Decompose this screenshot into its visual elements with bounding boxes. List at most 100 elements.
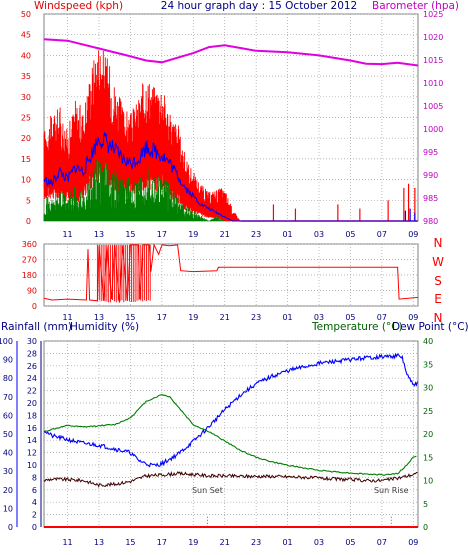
barometer-y-tick-label: 1005 [423, 102, 443, 111]
wind-series-line [43, 154, 226, 221]
temperature-x-tick-label: 11 [62, 538, 72, 547]
barometer-y-tick-label: 990 [423, 171, 438, 180]
rainfall-y-tick-label: 6 [32, 486, 37, 495]
wind-x-tick-label: 05 [345, 230, 355, 239]
rainfall-y-tick-label: 30 [27, 337, 37, 346]
rainfall-y-tick-label: 22 [27, 387, 37, 396]
temperature-x-tick-label: 17 [157, 538, 167, 547]
wind-axis-title: Windspeed (kph) [34, 0, 123, 12]
humidity-y-tick-label: 30 [3, 467, 13, 476]
rainfall-y-tick-label: 2 [32, 511, 37, 520]
wind-x-tick-label: 17 [157, 230, 167, 239]
wind-y-tick-label: 30 [21, 93, 31, 102]
direction-variation-line [96, 244, 151, 303]
humidity-y-tick-label: 100 [0, 337, 13, 346]
direction-x-tick-label: 01 [282, 313, 292, 322]
direction-x-tick-label: 21 [220, 313, 230, 322]
wind-y-tick-label: 5 [26, 196, 31, 205]
humidity-y-tick-label: 50 [3, 430, 13, 439]
wind-x-tick-label: 09 [408, 230, 418, 239]
barometer-axis-title: Barometer (hpa) [372, 0, 459, 12]
rainfall-y-tick-label: 26 [27, 362, 37, 371]
wind-y-tick-label: 35 [21, 72, 31, 81]
temperature-x-tick-label: 09 [408, 538, 418, 547]
rainfall-y-tick-label: 8 [32, 473, 37, 482]
temperature-plot-area [43, 340, 419, 528]
direction-x-tick-label: 11 [62, 313, 72, 322]
direction-x-tick-label: 17 [157, 313, 167, 322]
direction-series-line [43, 243, 419, 303]
humidity-series-line [43, 352, 418, 468]
wind-x-tick-label: 11 [62, 230, 72, 239]
humidity-y-tick-label: 90 [3, 356, 13, 365]
compass-label: N [434, 236, 443, 250]
temperature-x-tick-label: 21 [220, 538, 230, 547]
temperature-x-tick-label: 05 [345, 538, 355, 547]
wind-x-tick-label: 21 [220, 230, 230, 239]
temperature-x-tick-label: 19 [188, 538, 198, 547]
humidity-y-tick-label: 0 [8, 523, 13, 532]
barometer-y-tick-label: 1015 [423, 56, 443, 65]
rainfall-y-tick-label: 14 [27, 436, 37, 445]
wind-x-tick-label: 19 [188, 230, 198, 239]
temperature-y-tick-label: 10 [423, 477, 433, 486]
barometer-y-tick-label: 995 [423, 148, 438, 157]
sun-event-label: Sun Set [192, 486, 223, 495]
temperature-x-tick-label: 13 [94, 538, 104, 547]
wind-y-tick-label: 15 [21, 155, 31, 164]
direction-x-tick-label: 23 [251, 313, 261, 322]
wind-x-tick-label: 23 [251, 230, 261, 239]
compass-label: W [432, 255, 444, 269]
barometer-y-tick-label: 1025 [423, 10, 443, 19]
rainfall-y-tick-label: 18 [27, 411, 37, 420]
average-wind-series-line [43, 131, 418, 222]
direction-y-tick-label: 90 [27, 287, 37, 296]
compass-label: S [434, 274, 442, 288]
wind-x-tick-label: 03 [314, 230, 324, 239]
direction-y-tick-label: 270 [22, 256, 37, 265]
rainfall-y-tick-label: 0 [32, 523, 37, 532]
humidity-y-tick-label: 70 [3, 393, 13, 402]
rainfall-y-tick-label: 28 [27, 349, 37, 358]
compass-label: N [434, 311, 443, 325]
dewpoint-series-line [43, 470, 418, 488]
rainfall-y-tick-label: 24 [27, 374, 37, 383]
direction-y-tick-label: 180 [22, 271, 37, 280]
rainfall-y-tick-label: 4 [32, 498, 37, 507]
wind-x-tick-label: 01 [282, 230, 292, 239]
direction-x-tick-label: 15 [125, 313, 135, 322]
temperature-y-tick-label: 25 [423, 407, 433, 416]
barometer-y-tick-label: 1010 [423, 79, 443, 88]
temperature-x-tick-label: 23 [251, 538, 261, 547]
barometer-series-line [43, 38, 419, 67]
temperature-x-tick-label: 07 [377, 538, 387, 547]
wind-x-tick-label: 15 [125, 230, 135, 239]
temperature-y-tick-label: 15 [423, 453, 433, 462]
direction-x-tick-label: 09 [408, 313, 418, 322]
gust-series-line [43, 50, 241, 221]
temperature-x-tick-label: 01 [282, 538, 292, 547]
barometer-y-tick-label: 980 [423, 217, 438, 226]
rainfall-y-tick-label: 10 [27, 461, 37, 470]
humidity-y-tick-label: 40 [3, 449, 13, 458]
humidity-y-tick-label: 20 [3, 486, 13, 495]
wind-y-tick-label: 25 [21, 114, 31, 123]
direction-x-tick-label: 13 [94, 313, 104, 322]
wind-x-tick-label: 07 [377, 230, 387, 239]
barometer-y-tick-label: 1020 [423, 33, 443, 42]
rainfall-axis-title: Rainfall (mm) [1, 321, 72, 333]
temperature-axis-title: Temperature (°C) [311, 321, 403, 333]
temperature-series-line [43, 394, 417, 476]
direction-x-tick-label: 03 [314, 313, 324, 322]
direction-x-tick-label: 07 [377, 313, 387, 322]
wind-y-tick-label: 40 [21, 51, 31, 60]
barometer-y-tick-label: 1000 [423, 125, 443, 134]
humidity-y-tick-label: 10 [3, 504, 13, 513]
temperature-y-tick-label: 40 [423, 337, 433, 346]
dewpoint-axis-title: Dew Point (°C) [392, 321, 468, 333]
direction-y-tick-label: 0 [32, 302, 37, 311]
direction-y-tick-label: 360 [22, 240, 37, 249]
temperature-y-tick-label: 0 [423, 523, 428, 532]
